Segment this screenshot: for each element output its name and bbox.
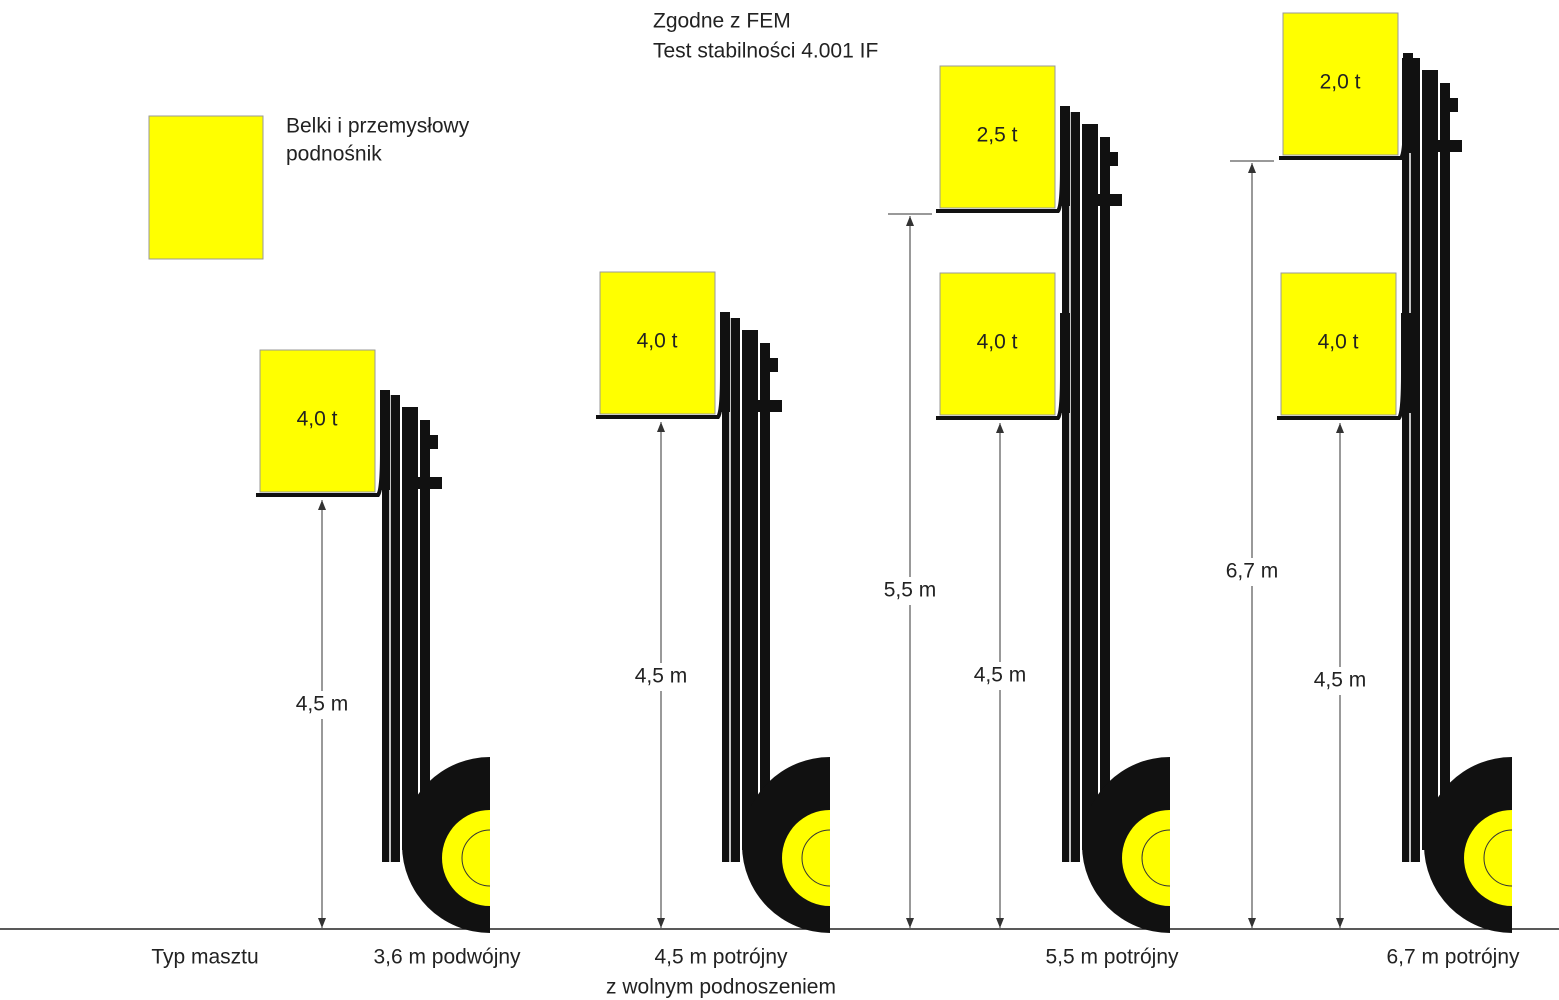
carriage xyxy=(1060,106,1070,206)
mast-block xyxy=(1426,140,1462,152)
wheel-hub-ring xyxy=(461,829,491,887)
load-label: 4,0 t xyxy=(977,331,1018,354)
dimension-label-bg xyxy=(874,577,946,605)
mast-rail xyxy=(1422,70,1438,850)
mast-block xyxy=(1086,194,1122,206)
header-line: Zgodne z FEM xyxy=(653,10,791,33)
dimension-arrow xyxy=(1248,918,1256,928)
legend-swatch xyxy=(148,115,264,260)
legend-label: Belki i przemysłowy xyxy=(286,115,470,138)
wheel-hub xyxy=(782,810,830,906)
load-label: 4,0 t xyxy=(1318,331,1359,354)
mast-type-label: z wolnym podnoszeniem xyxy=(606,976,836,999)
wheel-hub xyxy=(1122,810,1170,906)
mast-head xyxy=(1442,98,1458,112)
carriage xyxy=(1401,313,1411,413)
mast-block xyxy=(746,400,782,412)
dimension-arrow xyxy=(657,918,665,928)
height-label: 4,5 m xyxy=(296,693,349,716)
dimension-label-bg xyxy=(625,663,697,691)
carriage xyxy=(1403,53,1413,153)
load-box xyxy=(1282,12,1399,156)
carriage xyxy=(1060,313,1070,413)
dimension-arrow xyxy=(1336,918,1344,928)
dimension-arrow xyxy=(906,918,914,928)
mast-rail xyxy=(1100,137,1110,800)
wheel-hub-ring xyxy=(1483,829,1513,887)
dimension-arrow xyxy=(318,500,326,510)
mast-head xyxy=(1102,152,1118,166)
mast-block xyxy=(406,477,442,489)
mast-rail xyxy=(1440,83,1450,800)
load-label: 4,0 t xyxy=(297,408,338,431)
wheel-hub xyxy=(442,810,490,906)
height-label: 5,5 m xyxy=(884,579,937,602)
carriage xyxy=(720,312,730,412)
load-label: 2,5 t xyxy=(977,124,1018,147)
dimension-arrow xyxy=(1336,423,1344,433)
legend-label: podnośnik xyxy=(286,143,382,166)
mast-type-label: 4,5 m potrójny xyxy=(654,946,788,969)
load-box xyxy=(1280,272,1397,416)
wheel-hub xyxy=(1464,810,1512,906)
load-label: 4,0 t xyxy=(637,330,678,353)
mast-rail xyxy=(1402,58,1420,862)
mast-rail xyxy=(382,395,400,862)
height-label: 4,5 m xyxy=(1314,669,1367,692)
mast-type-label: 3,6 m podwójny xyxy=(373,946,521,969)
height-label: 4,5 m xyxy=(635,665,688,688)
dimension-arrow xyxy=(1248,163,1256,173)
dimension-label-bg xyxy=(1216,558,1288,586)
load-label: 2,0 t xyxy=(1320,71,1361,94)
header-line: Test stabilności 4.001 IF xyxy=(653,40,878,63)
dimension-arrow xyxy=(996,918,1004,928)
carriage xyxy=(380,390,390,490)
mast-rail xyxy=(760,343,770,800)
dimension-label-bg xyxy=(964,662,1036,690)
dimension-label-bg xyxy=(286,691,358,719)
height-label: 6,7 m xyxy=(1226,560,1279,583)
mast-rail xyxy=(1062,112,1080,862)
dimension-label-bg xyxy=(1304,667,1376,695)
mast-rail xyxy=(742,330,758,850)
mast-rail xyxy=(402,407,418,850)
dimension-arrow xyxy=(318,918,326,928)
load-box xyxy=(599,271,716,415)
mast-head xyxy=(422,435,438,449)
mast-head xyxy=(762,358,778,372)
load-box xyxy=(259,349,376,493)
footer-label: Typ masztu xyxy=(151,946,258,969)
mast-rail xyxy=(1082,124,1098,850)
dimension-arrow xyxy=(906,216,914,226)
mast-rail xyxy=(722,318,740,862)
mast-rail xyxy=(420,420,430,800)
load-box xyxy=(939,65,1056,209)
mast-type-label: 6,7 m potrójny xyxy=(1386,946,1520,969)
height-label: 4,5 m xyxy=(974,664,1027,687)
mast-type-label: 5,5 m potrójny xyxy=(1045,946,1179,969)
load-box xyxy=(939,272,1056,416)
dimension-arrow xyxy=(996,423,1004,433)
dimension-arrow xyxy=(657,422,665,432)
wheel-hub-ring xyxy=(801,829,831,887)
wheel-hub-ring xyxy=(1141,829,1171,887)
